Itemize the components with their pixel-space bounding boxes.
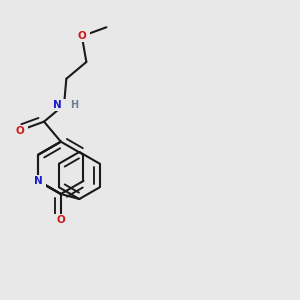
FancyBboxPatch shape <box>53 214 69 226</box>
FancyBboxPatch shape <box>52 99 76 111</box>
FancyBboxPatch shape <box>11 125 28 136</box>
FancyBboxPatch shape <box>30 175 46 187</box>
Text: O: O <box>77 31 86 41</box>
Text: N: N <box>34 176 43 186</box>
Text: H: H <box>70 100 79 110</box>
Text: O: O <box>15 126 24 136</box>
FancyBboxPatch shape <box>74 31 90 42</box>
Text: N: N <box>53 100 62 110</box>
Text: O: O <box>56 215 65 225</box>
